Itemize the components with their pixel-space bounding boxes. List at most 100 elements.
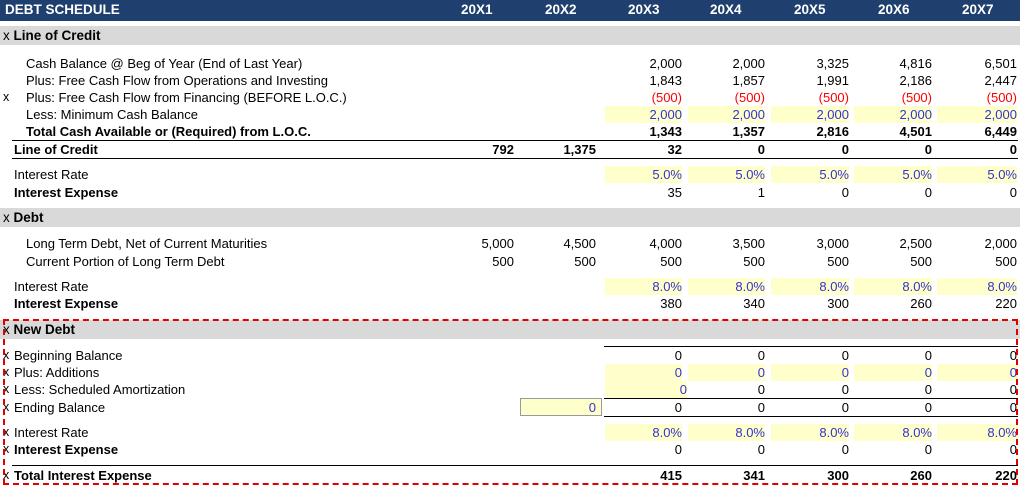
cell-value[interactable]: 6,449	[984, 124, 1017, 139]
cell-value[interactable]: (500)	[901, 90, 932, 105]
cell-value[interactable]: 0	[1009, 382, 1017, 397]
row-nd-amortization[interactable]: x Less: Scheduled Amortization 0 0 0 0 0	[0, 381, 1020, 398]
cell-value[interactable]: 3,325	[816, 56, 849, 71]
cell-value[interactable]: 32	[667, 142, 682, 157]
input-cell[interactable]: 0	[854, 364, 932, 381]
cell-value[interactable]: 0	[757, 348, 765, 363]
cell-value[interactable]: 1,843	[649, 73, 682, 88]
cell-value[interactable]: 4,000	[649, 236, 682, 251]
cell-value[interactable]: 500	[743, 254, 765, 269]
cell-value[interactable]: 0	[1009, 142, 1017, 157]
input-cell[interactable]: 0	[937, 364, 1017, 381]
cell-value[interactable]: 0	[841, 382, 849, 397]
year-header[interactable]: 20X6	[878, 2, 910, 17]
row-line-of-credit[interactable]: Line of Credit 792 1,375 32 0 0 0 0	[0, 141, 1020, 158]
input-cell[interactable]: 8.0%	[937, 278, 1017, 295]
row-nd-interest-expense[interactable]: x Interest Expense 0 0 0 0 0	[0, 441, 1020, 458]
cell-value[interactable]: 2,186	[899, 73, 932, 88]
cell-value[interactable]: 341	[743, 468, 765, 483]
cell-value[interactable]: (500)	[986, 90, 1017, 105]
cell-value[interactable]: 220	[995, 468, 1017, 483]
cell-value[interactable]: (500)	[818, 90, 849, 105]
cell-value[interactable]: 500	[574, 254, 596, 269]
cell-value[interactable]: 0	[924, 400, 932, 415]
cell-value[interactable]: 5,000	[481, 236, 514, 251]
row-fcf-operations[interactable]: Plus: Free Cash Flow from Operations and…	[0, 72, 1020, 89]
cell-value[interactable]: 1,991	[816, 73, 849, 88]
cell-value[interactable]: 2,500	[899, 236, 932, 251]
input-cell[interactable]: 8.0%	[605, 424, 682, 441]
row-debt-interest-rate[interactable]: Interest Rate 8.0% 8.0% 8.0% 8.0% 8.0%	[0, 278, 1020, 295]
cell-value[interactable]: 0	[924, 382, 932, 397]
cell-value[interactable]: 0	[1009, 442, 1017, 457]
section-debt[interactable]: x Debt	[0, 208, 1020, 227]
input-cell[interactable]: 2,000	[854, 106, 932, 123]
cell-value[interactable]: 0	[674, 348, 682, 363]
row-debt-interest-expense[interactable]: Interest Expense 380 340 300 260 220	[0, 295, 1020, 312]
cell-value[interactable]: 0	[1009, 185, 1017, 200]
cell-value[interactable]: 220	[995, 296, 1017, 311]
cell-value[interactable]: 300	[827, 296, 849, 311]
cell-value[interactable]: 3,500	[732, 236, 765, 251]
cell-value[interactable]: 3,000	[816, 236, 849, 251]
input-cell[interactable]: 8.0%	[854, 424, 932, 441]
cell-value[interactable]: 500	[492, 254, 514, 269]
cell-value[interactable]: 260	[910, 296, 932, 311]
cell-value[interactable]: 0	[924, 348, 932, 363]
row-fcf-financing[interactable]: x Plus: Free Cash Flow from Financing (B…	[0, 89, 1020, 106]
cell-value[interactable]: 4,500	[563, 236, 596, 251]
cell-value[interactable]: 1	[757, 185, 765, 200]
year-header[interactable]: 20X4	[710, 2, 742, 17]
cell-value[interactable]: 2,000	[649, 56, 682, 71]
cell-value[interactable]: 500	[827, 254, 849, 269]
cell-value[interactable]: 0	[674, 442, 682, 457]
cell-value[interactable]: 4,816	[899, 56, 932, 71]
cell-value[interactable]: 0	[757, 442, 765, 457]
cell-value[interactable]: 0	[841, 442, 849, 457]
row-min-cash[interactable]: Less: Minimum Cash Balance 2,000 2,000 2…	[0, 106, 1020, 123]
cell-value[interactable]: (500)	[734, 90, 765, 105]
cell-value[interactable]: 0	[1009, 400, 1017, 415]
cell-value[interactable]: 415	[660, 468, 682, 483]
cell-value[interactable]: 0	[924, 142, 932, 157]
input-cell[interactable]: 8.0%	[688, 424, 765, 441]
cell-value[interactable]: 6,501	[984, 56, 1017, 71]
year-header[interactable]: 20X7	[962, 2, 994, 17]
row-current-portion[interactable]: Current Portion of Long Term Debt 500 50…	[0, 253, 1020, 270]
input-cell[interactable]: 5.0%	[605, 166, 682, 183]
cell-value[interactable]: 2,000	[732, 56, 765, 71]
row-total-interest-expense[interactable]: x Total Interest Expense 415 341 300 260…	[0, 467, 1020, 484]
input-cell[interactable]: 8.0%	[605, 278, 682, 295]
cell-value[interactable]: 1,857	[732, 73, 765, 88]
input-cell[interactable]: 5.0%	[771, 166, 849, 183]
cell-value[interactable]: 500	[660, 254, 682, 269]
cell-value[interactable]: 500	[910, 254, 932, 269]
cell-value[interactable]: 0	[841, 185, 849, 200]
input-cell[interactable]: 8.0%	[854, 278, 932, 295]
section-new-debt[interactable]: x New Debt	[0, 320, 1020, 339]
year-header[interactable]: 20X3	[628, 2, 660, 17]
input-cell[interactable]: 5.0%	[937, 166, 1017, 183]
year-header[interactable]: 20X2	[545, 2, 577, 17]
row-total-cash[interactable]: Total Cash Available or (Required) from …	[0, 123, 1020, 140]
cell-value[interactable]: 0	[1009, 348, 1017, 363]
cell-value[interactable]: 0	[924, 185, 932, 200]
input-cell[interactable]: 0	[605, 381, 687, 398]
cell-value[interactable]: 2,000	[984, 236, 1017, 251]
input-cell[interactable]: 2,000	[605, 106, 682, 123]
cell-value[interactable]: 1,343	[649, 124, 682, 139]
input-cell[interactable]: 2,000	[937, 106, 1017, 123]
ending-balance-input-box[interactable]	[520, 398, 602, 416]
input-cell[interactable]: 8.0%	[937, 424, 1017, 441]
cell-value[interactable]: 380	[660, 296, 682, 311]
cell-value[interactable]: 0	[757, 382, 765, 397]
section-line-of-credit[interactable]: x Line of Credit	[0, 26, 1020, 45]
cell-value[interactable]: 340	[743, 296, 765, 311]
row-nd-interest-rate[interactable]: x Interest Rate 8.0% 8.0% 8.0% 8.0% 8.0%	[0, 424, 1020, 441]
cell-value[interactable]: 300	[827, 468, 849, 483]
input-cell[interactable]: 8.0%	[771, 424, 849, 441]
year-header[interactable]: 20X5	[794, 2, 826, 17]
input-cell[interactable]: 0	[771, 364, 849, 381]
row-nd-additions[interactable]: x Plus: Additions 0 0 0 0 0	[0, 364, 1020, 381]
cell-value[interactable]: 0	[841, 348, 849, 363]
